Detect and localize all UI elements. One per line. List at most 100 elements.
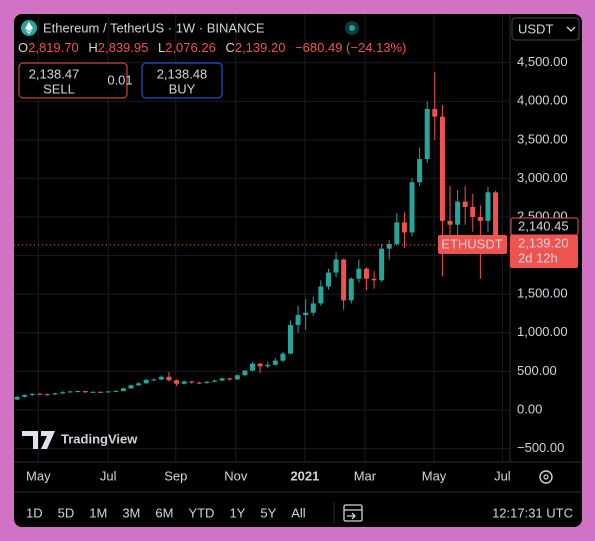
- range-button[interactable]: 1D: [26, 505, 43, 520]
- x-tick-label: May: [26, 468, 51, 483]
- candle-body: [348, 278, 354, 301]
- y-tick-label: 4,500.00: [517, 54, 568, 69]
- candle-body: [401, 222, 407, 233]
- candle-body: [181, 381, 187, 384]
- candle-body: [113, 391, 119, 393]
- candle-body: [212, 380, 218, 382]
- settings-icon[interactable]: [539, 470, 553, 484]
- candle-body: [250, 363, 256, 371]
- candle-body: [409, 182, 415, 233]
- arrow: [347, 512, 356, 520]
- candle-body: [158, 376, 164, 380]
- x-tick-label: Mar: [354, 468, 377, 483]
- sell-price: 2,138.47: [29, 66, 80, 81]
- x-tick-label: Jul: [100, 468, 117, 483]
- candle-body: [196, 382, 202, 384]
- candle-body: [379, 248, 385, 281]
- currency: USDT: [518, 21, 553, 36]
- candle-body: [82, 391, 88, 393]
- candle-body: [265, 364, 271, 367]
- symbol-name: ETHUSDT: [441, 236, 502, 251]
- candle-body: [166, 376, 172, 381]
- chevron: [566, 26, 576, 32]
- candle-body: [280, 353, 286, 361]
- time-axis: May Jul Sep Nov 2021 Mar May Jul: [26, 468, 511, 483]
- range-button[interactable]: 1Y: [229, 505, 245, 520]
- x-tick-label: Jul: [494, 468, 511, 483]
- x-tick-label: 2021: [290, 468, 319, 483]
- y-tick-label: 1,000.00: [517, 324, 568, 339]
- candle-body: [120, 388, 126, 392]
- range-button[interactable]: YTD: [188, 505, 214, 520]
- candle-body: [493, 192, 499, 245]
- candle-body: [287, 325, 293, 354]
- candle-body: [174, 380, 180, 384]
- y-tick-label: 4,000.00: [517, 93, 568, 108]
- candle-body: [29, 393, 35, 395]
- range-button[interactable]: 6M: [155, 505, 173, 520]
- range-bar: 1D 5D 1M 3M 6M YTD 1Y 5Y All: [26, 505, 306, 520]
- range-button[interactable]: All: [291, 505, 306, 520]
- last-price-label: [510, 235, 578, 268]
- candle-body: [136, 383, 142, 386]
- candle-body: [386, 244, 392, 249]
- y-tick-label: −500.00: [517, 440, 564, 455]
- x-tick-label: Sep: [164, 468, 187, 483]
- ask-price: 2,140.45: [518, 218, 569, 233]
- candle-body: [485, 192, 491, 221]
- ohlc-value: 2,139.20: [235, 40, 286, 55]
- x-tick-label: May: [422, 468, 447, 483]
- candle-body: [52, 393, 58, 395]
- range-button[interactable]: 3M: [122, 505, 140, 520]
- ohlc-key: C: [225, 40, 234, 55]
- sell-button[interactable]: [18, 62, 128, 99]
- ohlc: O2,819.70 H2,839.95 L2,076.26 C2,139.20 …: [18, 40, 406, 55]
- candle-body: [341, 259, 347, 301]
- candle-body: [363, 268, 369, 279]
- candle-body: [143, 379, 149, 384]
- goto-date-icon[interactable]: [343, 504, 363, 522]
- candle-body: [432, 108, 438, 117]
- candle-body: [204, 381, 210, 383]
- y-tick-label: 3,500.00: [517, 131, 568, 146]
- ohlc-key: L: [158, 40, 165, 55]
- candle-body: [67, 391, 73, 393]
- candle-body: [462, 201, 468, 207]
- candle-body: [477, 217, 483, 221]
- calendar: [343, 504, 363, 522]
- candle-body: [14, 396, 20, 400]
- candle-body: [128, 385, 134, 389]
- buy-price: 2,138.48: [157, 66, 208, 81]
- candle-body: [37, 393, 43, 395]
- candle-body: [60, 392, 66, 394]
- candle-body: [98, 391, 104, 393]
- candle-body: [272, 360, 278, 365]
- y-tick-label: 500.00: [517, 363, 557, 378]
- ohlc-key: H: [88, 40, 97, 55]
- symbol-label: [438, 235, 507, 254]
- range-button[interactable]: 5Y: [260, 505, 276, 520]
- watermark: TradingView: [61, 431, 138, 446]
- sell-label: SELL: [43, 81, 75, 96]
- last-price: 2,139.20: [518, 235, 569, 250]
- currency-select[interactable]: [511, 17, 580, 41]
- candle-body: [333, 259, 339, 273]
- eth-icon: [25, 22, 33, 34]
- watermark-logo-dot: [41, 431, 47, 436]
- candle-body: [417, 159, 423, 183]
- range-button[interactable]: 1M: [89, 505, 107, 520]
- buy-button[interactable]: [141, 62, 223, 99]
- candle-body: [44, 394, 50, 396]
- candle-body: [227, 378, 233, 380]
- candle-body: [105, 391, 111, 393]
- y-tick-label: 0.00: [517, 401, 542, 416]
- watermark-logo: [22, 431, 55, 449]
- candle-body: [318, 286, 324, 304]
- range-button[interactable]: 5D: [58, 505, 75, 520]
- buy-label: BUY: [169, 81, 196, 96]
- candle-body: [356, 268, 362, 279]
- candle-body: [303, 312, 309, 316]
- x-tick-label: Nov: [224, 468, 248, 483]
